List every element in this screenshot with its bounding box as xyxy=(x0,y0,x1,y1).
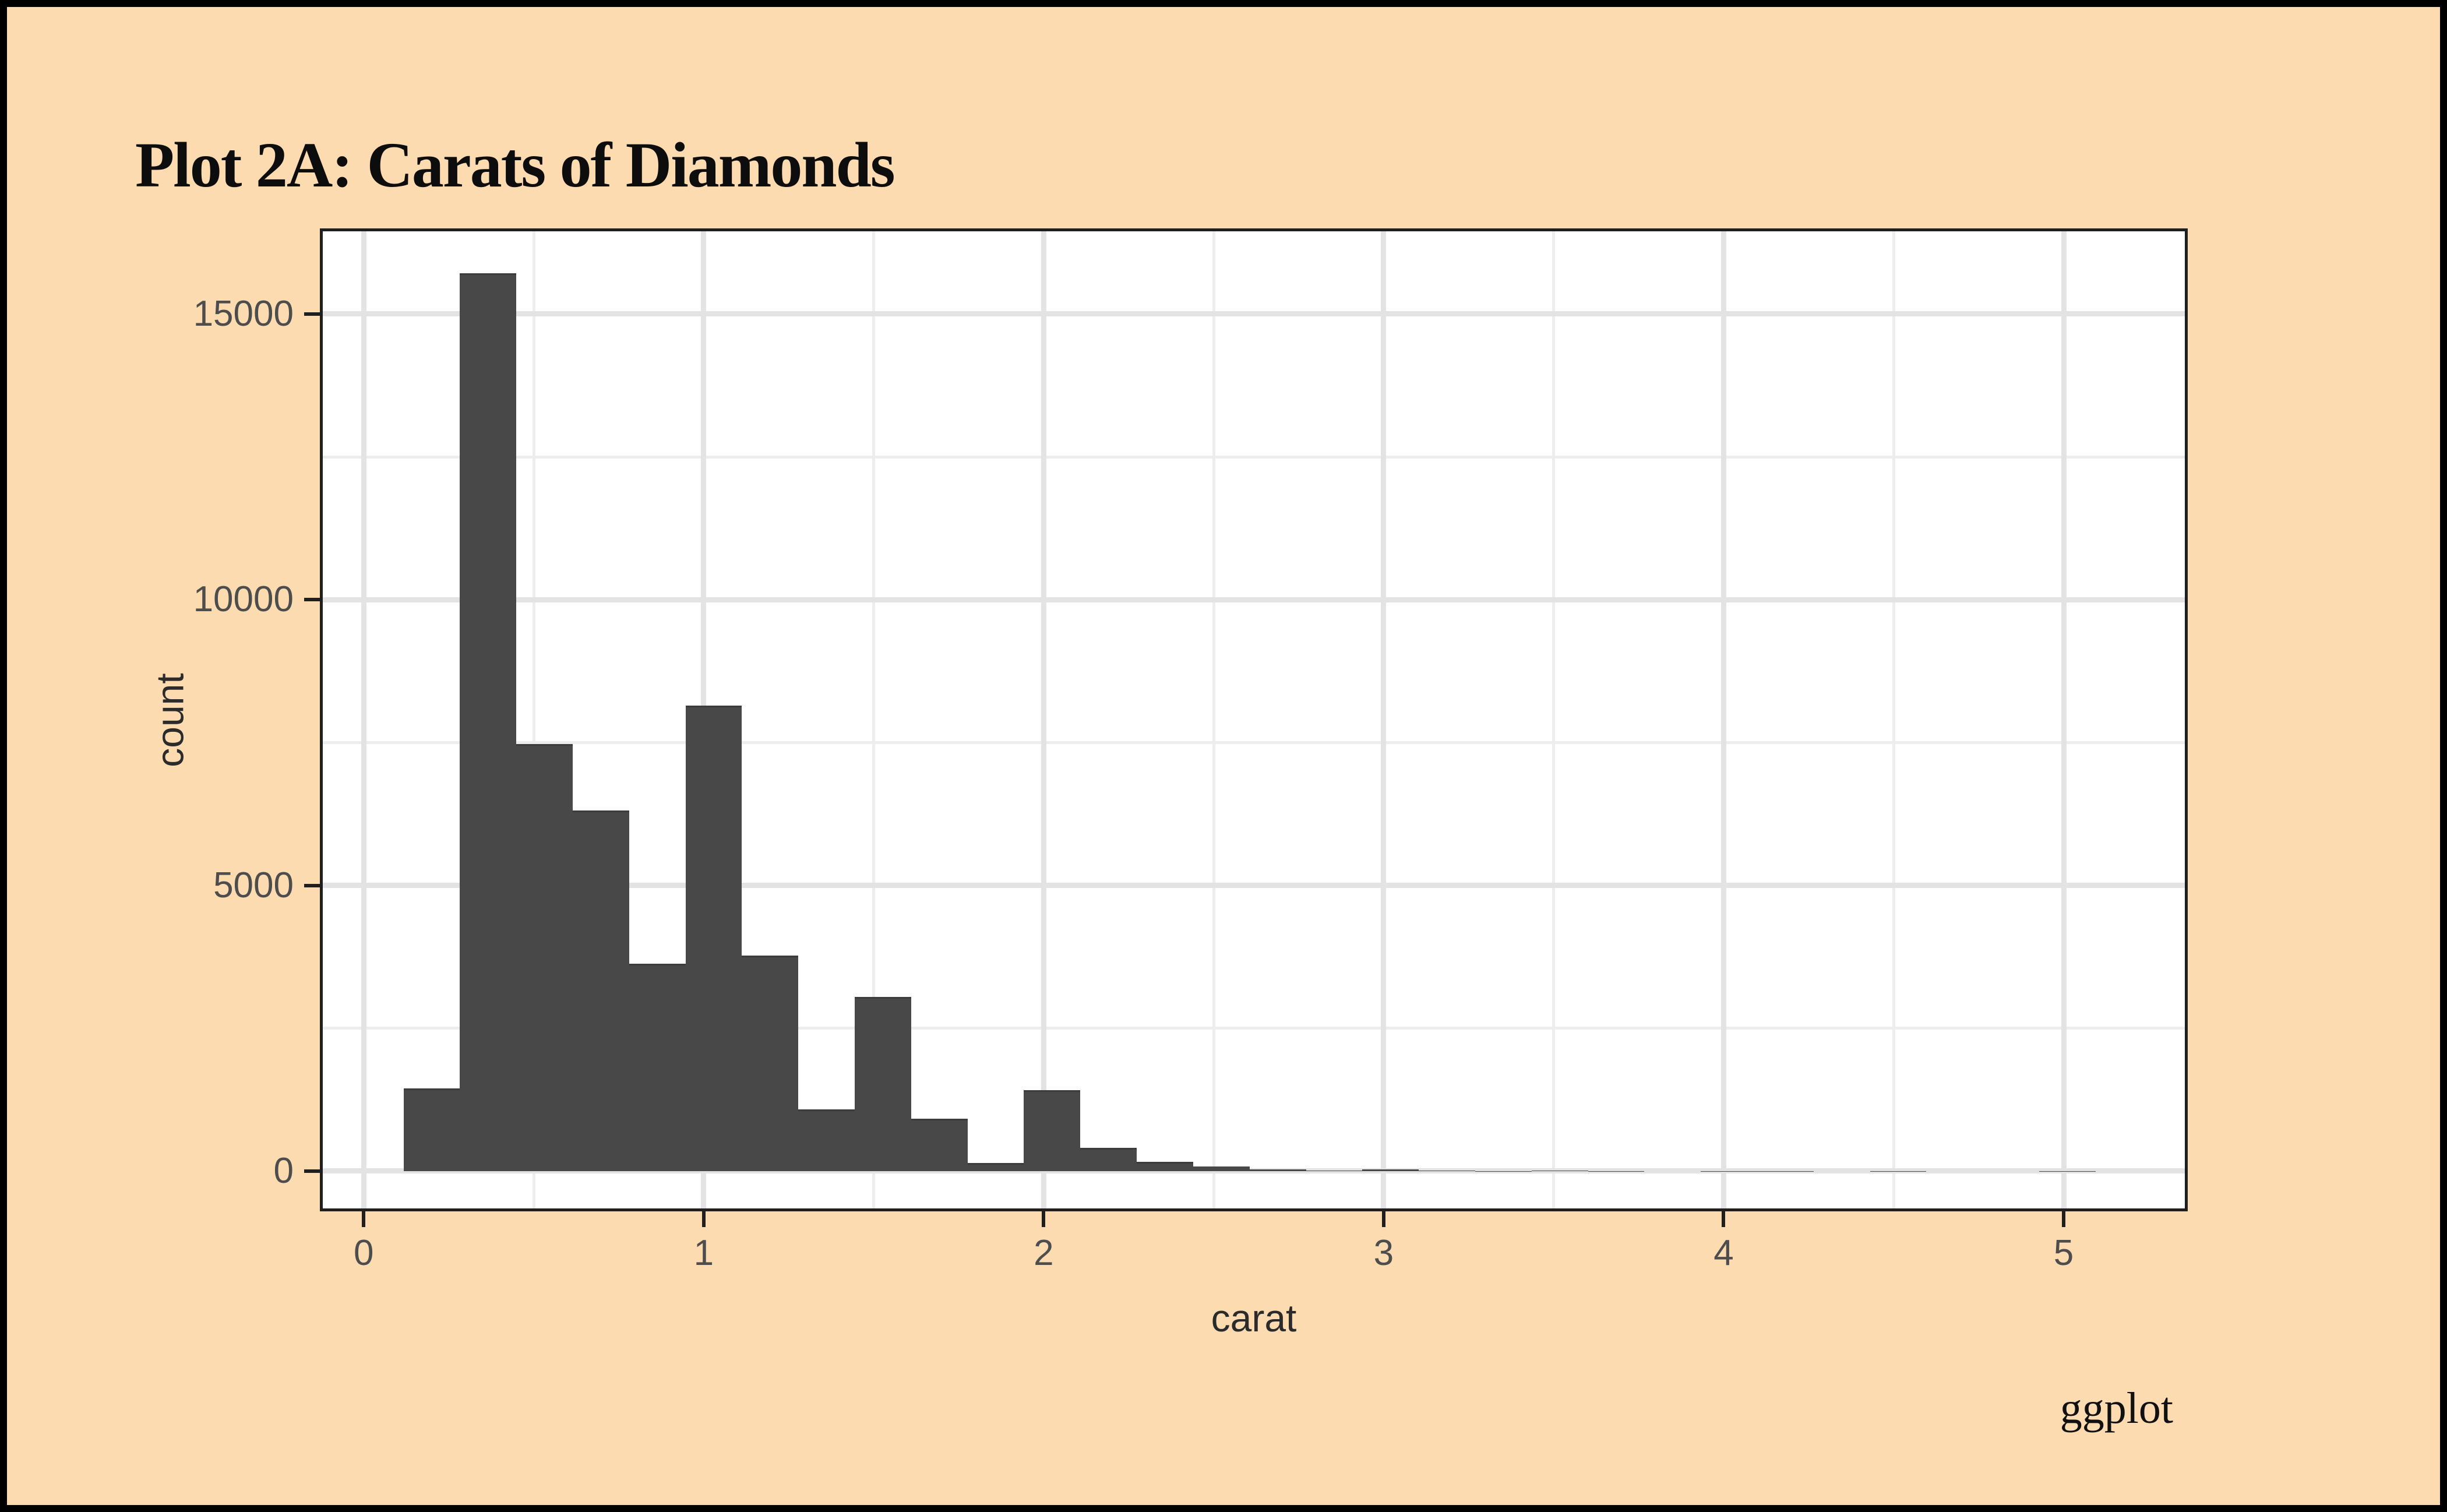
histogram-bar xyxy=(403,1088,460,1171)
v-gridline-major xyxy=(361,228,366,1211)
x-tick-label: 1 xyxy=(693,1233,714,1273)
plot-panel xyxy=(320,228,2188,1211)
histogram-bar xyxy=(967,1163,1024,1171)
y-tick-label: 0 xyxy=(273,1150,294,1191)
histogram-bar xyxy=(460,273,517,1171)
v-gridline-minor xyxy=(1892,228,1895,1211)
x-tick xyxy=(1042,1211,1046,1227)
histogram-bar xyxy=(629,963,686,1171)
x-tick xyxy=(1381,1211,1385,1227)
x-tick xyxy=(701,1211,706,1227)
x-tick xyxy=(2062,1211,2065,1227)
x-tick-label: 4 xyxy=(1713,1233,1734,1273)
y-tick xyxy=(304,598,320,602)
y-axis-title: count xyxy=(149,672,192,767)
histogram-bar xyxy=(1137,1162,1193,1171)
h-gridline-major xyxy=(320,311,2188,317)
x-axis-title: carat xyxy=(1211,1296,1297,1340)
plot-background: Plot 2A: Carats of Diamonds 0 1 2 3 4 5 0 5000… xyxy=(7,7,2440,1505)
h-gridline-major xyxy=(320,1168,2188,1174)
histogram-bar xyxy=(911,1119,968,1171)
v-gridline-major xyxy=(1720,228,1726,1211)
histogram-bar xyxy=(1193,1166,1250,1171)
v-gridline-minor xyxy=(1552,228,1556,1211)
h-gridline-minor xyxy=(320,741,2188,744)
x-tick-label: 0 xyxy=(354,1233,374,1273)
plot-title: Plot 2A: Carats of Diamonds xyxy=(135,129,895,200)
y-tick-label: 5000 xyxy=(213,865,294,905)
x-tick-label: 2 xyxy=(1034,1233,1054,1273)
histogram-bar xyxy=(855,997,911,1171)
y-tick xyxy=(304,312,320,316)
histogram-bar xyxy=(1024,1090,1081,1171)
v-gridline-minor xyxy=(1212,228,1215,1211)
h-gridline-minor xyxy=(320,1027,2188,1030)
caption: ggplot xyxy=(2060,1384,2173,1433)
y-tick-label: 15000 xyxy=(193,293,294,334)
h-gridline-minor xyxy=(320,455,2188,459)
h-gridline-major xyxy=(320,883,2188,889)
histogram-bar xyxy=(516,744,573,1171)
y-tick xyxy=(304,883,320,887)
v-gridline-major xyxy=(2061,228,2067,1211)
y-axis-title-box: count xyxy=(138,228,202,1211)
histogram-bar xyxy=(798,1109,855,1171)
v-gridline-minor xyxy=(872,228,876,1211)
h-gridline-major xyxy=(320,597,2188,602)
x-tick-label: 3 xyxy=(1373,1233,1394,1273)
x-tick xyxy=(362,1211,366,1227)
v-gridline-major xyxy=(1381,228,1387,1211)
histogram-bar xyxy=(1080,1148,1137,1171)
histogram-bar xyxy=(572,810,629,1171)
x-tick-label: 5 xyxy=(2053,1233,2074,1273)
histogram-bar xyxy=(685,705,742,1171)
histogram-bar xyxy=(1362,1169,1419,1171)
y-tick-label: 10000 xyxy=(193,579,294,620)
histogram-bar xyxy=(1249,1169,1306,1171)
histogram-bar xyxy=(742,955,799,1171)
v-gridline-major xyxy=(1041,228,1046,1211)
x-tick xyxy=(1722,1211,1726,1227)
y-tick xyxy=(304,1169,320,1173)
v-gridline-minor xyxy=(532,228,535,1211)
